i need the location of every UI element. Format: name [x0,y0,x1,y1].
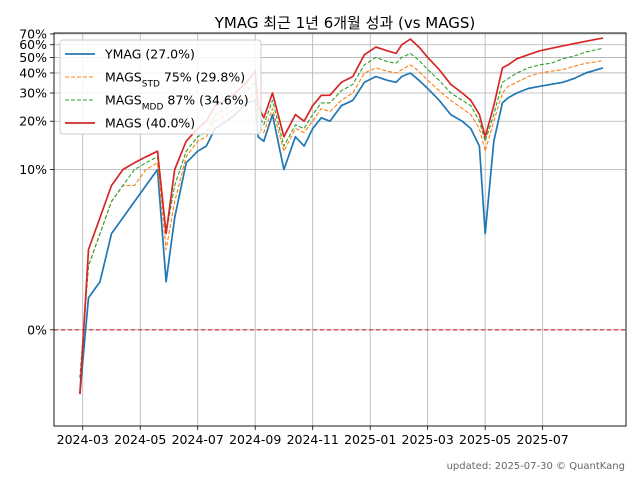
series-line [79,47,604,378]
x-tick-label: 2025-05 [459,432,511,447]
legend-box [59,39,262,135]
x-tick-label: 2024-05 [114,432,166,447]
x-axis-ticks: 2024-03 2024-05 2024-07 2024-09 2024-11 2025-… [57,426,569,447]
y-tick-label: 60% [19,37,47,52]
legend: YMAG (27.0%)MAGSSTD 75% (29.8%)MAGSMDD 8… [59,39,262,135]
x-tick-label: 2025-01 [344,432,396,447]
chart-title: YMAG 최근 1년 6개월 성과 (vs MAGS) [214,14,476,32]
x-tick-label: 2024-09 [229,432,281,447]
y-tick-label: 10% [19,162,47,177]
series-line [79,67,604,394]
plot-frame [53,32,627,427]
x-tick-label: 2024-07 [172,432,224,447]
series-line [79,59,604,378]
y-tick-label: 0% [27,322,47,337]
y-tick-label: 20% [19,114,47,129]
x-tick-label: 2025-03 [402,432,454,447]
y-tick-label: 30% [19,85,47,100]
chart-footer: updated: 2025-07-30 © QuantKang [447,461,625,472]
x-tick-label: 2025-07 [517,432,569,447]
y-axis-ticks: 0% 10% 20% 30% 40%50%60%70% [19,26,54,337]
x-tick-label: 2024-11 [287,432,339,447]
y-tick-label: 50% [19,50,47,65]
y-tick-label: 70% [19,26,47,41]
series-lines [79,37,604,394]
y-tick-label: 40% [19,65,47,80]
legend-label: MAGS (40.0%) [105,116,195,131]
series-line [79,37,604,394]
legend-label: YMAG (27.0%) [104,47,195,62]
x-tick-label: 2024-03 [57,432,109,447]
